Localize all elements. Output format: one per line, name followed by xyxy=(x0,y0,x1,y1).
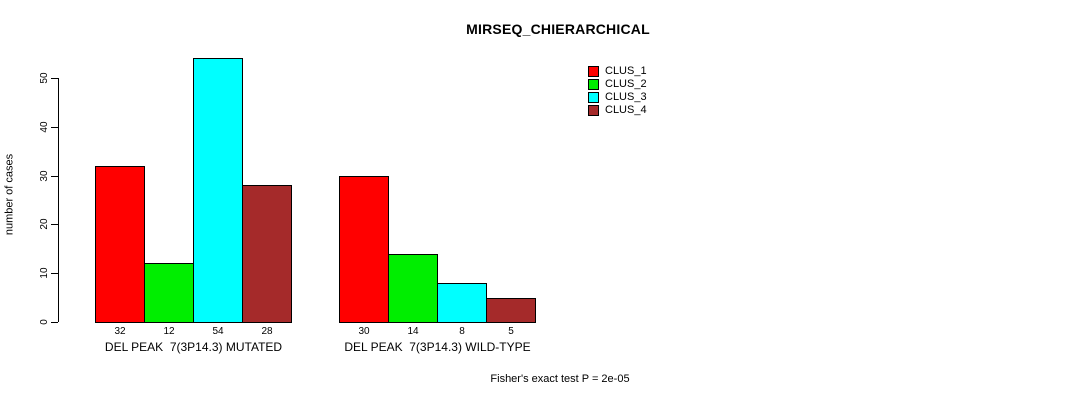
bar-value-label: 5 xyxy=(508,326,514,337)
legend-swatch xyxy=(588,66,599,77)
y-tick xyxy=(51,78,58,79)
y-axis-line xyxy=(58,78,59,322)
chart-title: MIRSEQ_CHIERARCHICAL xyxy=(466,21,650,37)
bar xyxy=(339,175,389,323)
legend-label: CLUS_2 xyxy=(605,78,647,90)
y-axis-title: number of cases xyxy=(3,153,16,236)
bar xyxy=(95,165,145,323)
bar xyxy=(242,185,292,323)
group-label: DEL PEAK 7(3P14.3) WILD-TYPE xyxy=(344,340,531,354)
y-tick xyxy=(51,175,58,177)
y-tick xyxy=(51,224,58,226)
bar-value-label: 28 xyxy=(261,326,273,337)
y-tick-label: 40 xyxy=(39,121,50,133)
y-tick xyxy=(51,322,58,323)
group-label: DEL PEAK 7(3P14.3) MUTATED xyxy=(104,340,283,354)
legend-swatch xyxy=(588,105,599,116)
y-tick-label: 50 xyxy=(39,72,50,84)
bar xyxy=(388,253,438,323)
legend-label: CLUS_1 xyxy=(605,65,647,77)
y-tick xyxy=(51,126,58,128)
y-tick-label: 20 xyxy=(39,218,50,230)
bar-value-label: 8 xyxy=(459,326,465,337)
bar xyxy=(144,263,194,323)
y-tick xyxy=(51,273,58,275)
legend-swatch xyxy=(588,79,599,90)
bar-value-label: 32 xyxy=(114,326,126,337)
bar-value-label: 54 xyxy=(212,326,224,337)
legend-swatch xyxy=(588,92,599,103)
footer-annotation: Fisher's exact test P = 2e-05 xyxy=(490,373,630,385)
bar-value-label: 14 xyxy=(407,326,419,337)
y-tick-label: 30 xyxy=(39,170,50,182)
legend-label: CLUS_3 xyxy=(605,91,647,103)
bar xyxy=(437,282,487,323)
legend-label: CLUS_4 xyxy=(605,104,647,116)
bar-value-label: 12 xyxy=(163,326,175,337)
y-tick-label: 0 xyxy=(39,319,50,325)
bar-value-label: 30 xyxy=(358,326,370,337)
y-tick-label: 10 xyxy=(39,267,50,279)
bar xyxy=(193,58,243,323)
bar xyxy=(486,297,536,323)
